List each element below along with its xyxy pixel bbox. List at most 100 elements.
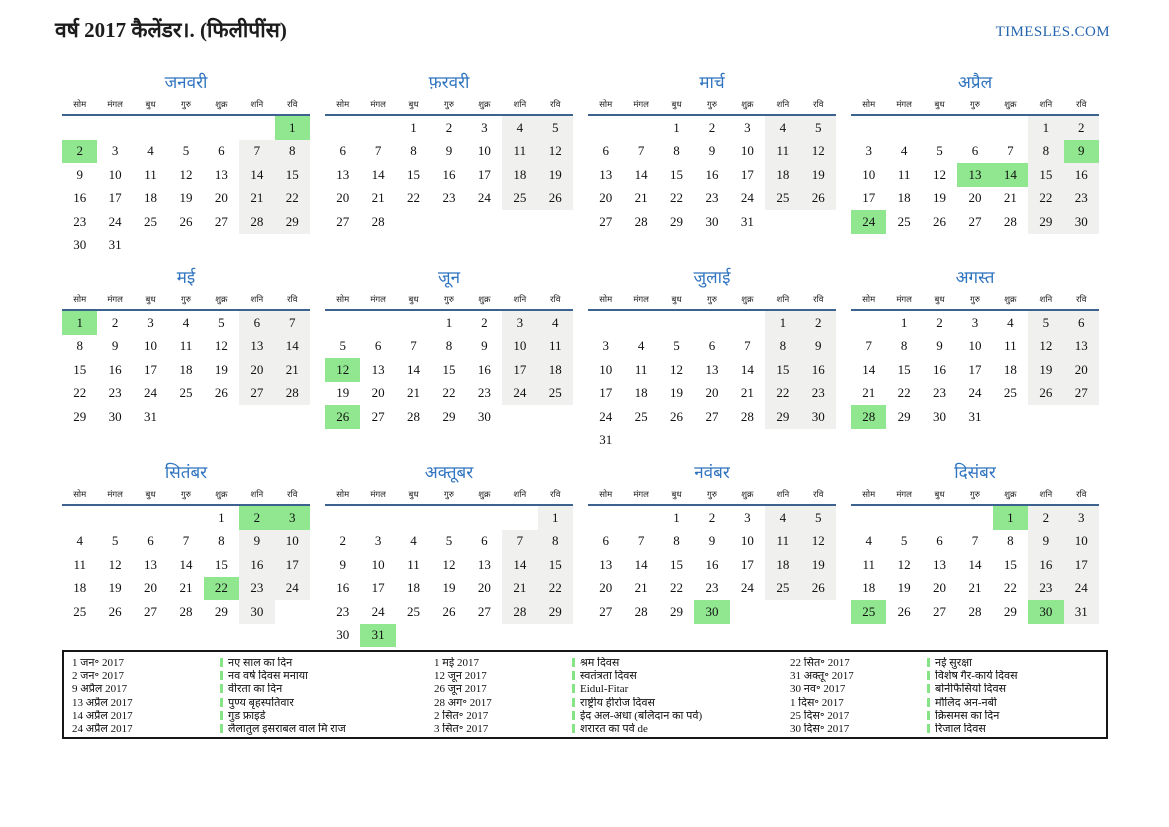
empty-cell xyxy=(851,505,886,530)
day-cell: 7 xyxy=(744,338,751,354)
empty-cell xyxy=(275,234,310,258)
empty-cell xyxy=(694,310,729,335)
weekday-label: शनि xyxy=(1028,486,1064,506)
site-link[interactable]: TIMESLES.COM xyxy=(995,24,1110,40)
day-cell: 5 xyxy=(537,115,573,140)
day-cell: 6 xyxy=(239,310,275,335)
day-cell: 25 xyxy=(897,213,911,229)
month-table: सोम मंगल बुध गुरु शुक्र शनि रवि 1 2 3 4 5 6 7 8 9 10 11 12… xyxy=(62,96,310,257)
day-cell: 8 xyxy=(218,533,225,549)
empty-cell xyxy=(239,405,274,429)
day-cell: 10 xyxy=(371,556,385,572)
month-table: सोम मंगल बुध गुरु शुक्र शनि रवि 1 2 3 4 5 6 7 8 9 10 11 12… xyxy=(62,486,310,624)
day-cell: 27 xyxy=(599,213,613,229)
day-cell: 4 xyxy=(502,115,538,140)
empty-cell xyxy=(588,310,623,335)
month-title: नवंबर xyxy=(694,463,730,482)
day-cell: 25 xyxy=(179,385,193,401)
day-cell: 8 xyxy=(765,334,801,358)
day-cell: 12 xyxy=(108,556,122,572)
empty-cell xyxy=(801,210,836,234)
day-cell: 16 xyxy=(239,553,275,577)
day-cell: 16 xyxy=(933,361,947,377)
day-cell: 8 xyxy=(410,143,417,159)
day-cell: 25 xyxy=(1003,385,1017,401)
day-cell: 21 xyxy=(274,358,310,382)
day-cell: 16 xyxy=(705,166,719,182)
holiday-tick-icon xyxy=(572,658,575,667)
day-cell: 8 xyxy=(445,338,453,354)
day-cell: 13 xyxy=(239,334,275,358)
legend-name-text: नई सुरक्षा xyxy=(935,657,972,669)
day-cell: 13 xyxy=(599,166,613,182)
legend-entry: स्वतंत्रता दिवस xyxy=(572,670,790,683)
holiday-tick-icon xyxy=(220,697,223,707)
day-cell: 28 xyxy=(851,405,887,429)
day-cell: 5 xyxy=(445,533,453,549)
legend-name-text: राष्ट्रीय हीरोज दिवस xyxy=(580,696,655,709)
empty-cell xyxy=(538,210,573,234)
day-cell: 29 xyxy=(214,603,228,619)
legend-date: 1 दिस॰ 2017 xyxy=(790,696,844,709)
empty-cell xyxy=(730,600,765,624)
day-cell: 3 xyxy=(744,119,751,135)
empty-cell xyxy=(730,429,765,453)
weekday-label: गुरु xyxy=(431,96,467,116)
day-cell: 16 xyxy=(442,166,456,182)
month-table: सोम मंगल बुध गुरु शुक्र शनि रवि 1 2 3 4 5 6 7 8 9 10 11 12… xyxy=(851,96,1099,234)
day-cell: 30 xyxy=(477,408,491,424)
day-cell: 15 xyxy=(670,556,684,572)
day-cell: 17 xyxy=(371,580,385,596)
day-cell: 24 xyxy=(740,190,754,206)
day-cell: 7 xyxy=(637,143,645,159)
empty-cell xyxy=(97,505,132,530)
day-cell: 3 xyxy=(481,119,488,135)
weekday-label: रवि xyxy=(274,291,310,311)
month-title: अगस्त xyxy=(955,268,995,287)
day-cell: 24 xyxy=(599,408,613,424)
day-cell: 24 xyxy=(144,385,158,401)
day-cell: 30 xyxy=(239,600,275,624)
weekday-label: शनि xyxy=(765,486,801,506)
day-cell: 2 xyxy=(800,310,836,335)
empty-cell xyxy=(957,115,992,140)
weekday-label: शुक्र xyxy=(992,486,1029,506)
holiday-tick-icon xyxy=(572,684,575,694)
day-cell: 29 xyxy=(442,408,456,424)
day-cell: 5 xyxy=(182,143,190,159)
weekday-label: मंगल xyxy=(97,291,133,311)
day-cell: 8 xyxy=(537,529,573,553)
day-cell: 10 xyxy=(740,143,754,159)
weekday-label: सोम xyxy=(62,486,98,506)
legend-date: 14 अप्रैल 2017 xyxy=(72,709,133,722)
day-cell: 22 xyxy=(537,576,573,600)
day-cell: 6 xyxy=(602,143,609,159)
day-cell: 1 xyxy=(274,115,310,140)
legend-group-1: 1 जन॰ 2017 नए साल का दिन 2 जन॰ 2017 नव वर्ष… xyxy=(72,657,434,737)
day-cell: 8 xyxy=(274,139,310,163)
day-cell: 21 xyxy=(502,576,538,600)
empty-cell xyxy=(957,505,992,530)
weekday-label: सोम xyxy=(588,96,624,116)
empty-cell xyxy=(538,624,573,648)
day-cell: 11 xyxy=(407,556,420,572)
day-cell: 31 xyxy=(1063,600,1099,624)
day-cell: 18 xyxy=(897,190,911,206)
months-grid: जनवरी सोम मंगल बुध गुरु शुक्र शनि रवि 1 2 3 4 5 6 7 8 9 1… xyxy=(62,70,1099,648)
weekday-label: बुध xyxy=(132,96,169,116)
day-cell: 29 xyxy=(765,405,801,429)
day-cell: 4 xyxy=(147,143,154,159)
day-cell: 26 xyxy=(179,213,193,229)
day-cell: 7 xyxy=(1007,143,1014,159)
day-cell: 19 xyxy=(800,163,836,187)
day-cell: 15 xyxy=(670,166,684,182)
weekday-label: मंगल xyxy=(97,96,133,116)
day-cell: 28 xyxy=(740,408,754,424)
day-cell: 4 xyxy=(765,505,801,530)
day-cell: 10 xyxy=(144,338,158,354)
day-cell: 23 xyxy=(705,190,719,206)
day-cell: 20 xyxy=(1063,358,1099,382)
empty-cell xyxy=(922,505,957,530)
day-cell: 15 xyxy=(73,361,87,377)
day-cell: 19 xyxy=(933,190,947,206)
